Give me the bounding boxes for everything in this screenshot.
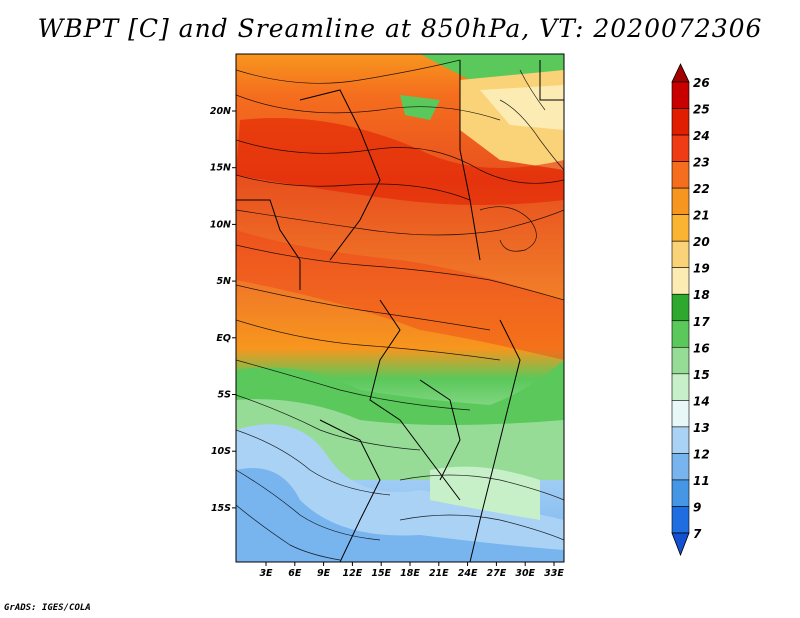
colorbar-segment <box>671 134 690 162</box>
lon-tick-label: 12E <box>343 568 363 579</box>
longitude-axis: 3E 6E 9E 12E 15E 18E 21E 24E 27E 30E 33E <box>259 562 564 579</box>
colorbar-segment <box>671 240 690 269</box>
map-frame <box>235 53 565 563</box>
colorbar-label: 16 <box>693 341 710 355</box>
colorbar-segment <box>671 267 690 295</box>
colorbar-label: 7 <box>693 527 702 541</box>
colorbar-segment <box>671 346 690 375</box>
colorbar-label: 14 <box>693 394 710 408</box>
colorbar-segment <box>671 373 690 401</box>
colorbar-label: 18 <box>693 288 710 302</box>
map-title: WBPT [C] and Sreamline at 850hPa, VT: 20… <box>37 14 763 43</box>
lat-tick-label: 10N <box>210 219 231 230</box>
lat-tick-label: 15S <box>211 503 231 514</box>
lat-tick-label: 10S <box>211 446 231 457</box>
latitude-axis: 20N 15N 10N 5N EQ 5S 10S 15S <box>210 106 236 514</box>
lon-tick-label: 3E <box>259 568 273 579</box>
colorbar-segment <box>671 187 690 215</box>
colorbar-segment <box>671 214 690 242</box>
colorbar-label: 13 <box>693 421 710 435</box>
colorbar-label: 25 <box>693 103 710 117</box>
colorbar-label: 26 <box>693 76 710 90</box>
colorbar-top-arrow <box>671 63 690 83</box>
lon-tick-label: 30E <box>515 568 535 579</box>
colorbar-segment <box>671 108 690 136</box>
colorbar-segment <box>671 506 690 534</box>
wbpt-field <box>236 54 564 562</box>
colorbar-bottom-arrow <box>671 532 690 557</box>
colorbar-segment <box>671 400 690 428</box>
lat-tick-label: 5S <box>218 390 232 401</box>
lat-tick-label: 20N <box>210 106 231 117</box>
grads-credit: GrADS: IGES/COLA <box>4 603 91 613</box>
colorbar-label: 12 <box>693 447 710 461</box>
colorbar-label: 17 <box>693 315 710 329</box>
lat-tick-label: 15N <box>210 163 231 174</box>
colorbar: 26 25 24 23 22 21 20 19 18 17 16 15 14 13 12 11 9 7 <box>671 63 710 557</box>
colorbar-label: 23 <box>693 156 710 170</box>
colorbar-segment <box>671 479 690 507</box>
lat-tick-label: 5N <box>216 276 231 287</box>
colorbar-label: 20 <box>693 235 710 249</box>
lon-tick-label: 21E <box>429 568 449 579</box>
colorbar-segment <box>671 161 690 189</box>
colorbar-label: 22 <box>693 182 710 196</box>
lon-tick-label: 24E <box>458 568 478 579</box>
colorbar-label: 15 <box>693 368 710 382</box>
lon-tick-label: 9E <box>317 568 331 579</box>
colorbar-segment <box>671 320 690 348</box>
colorbar-label: 21 <box>693 209 710 223</box>
colorbar-segment <box>671 293 690 322</box>
colorbar-label: 19 <box>693 262 710 276</box>
colorbar-label: 11 <box>693 474 710 488</box>
lat-tick-label: EQ <box>216 333 231 344</box>
colorbar-segment <box>671 426 690 454</box>
lon-tick-label: 6E <box>288 568 302 579</box>
colorbar-label: 9 <box>693 500 701 514</box>
colorbar-segment <box>671 453 690 481</box>
lon-tick-label: 27E <box>487 568 507 579</box>
lon-tick-label: 33E <box>544 568 564 579</box>
lon-tick-label: 15E <box>371 568 391 579</box>
colorbar-label: 24 <box>693 129 710 143</box>
colorbar-segment <box>671 81 690 109</box>
lon-tick-label: 18E <box>400 568 420 579</box>
